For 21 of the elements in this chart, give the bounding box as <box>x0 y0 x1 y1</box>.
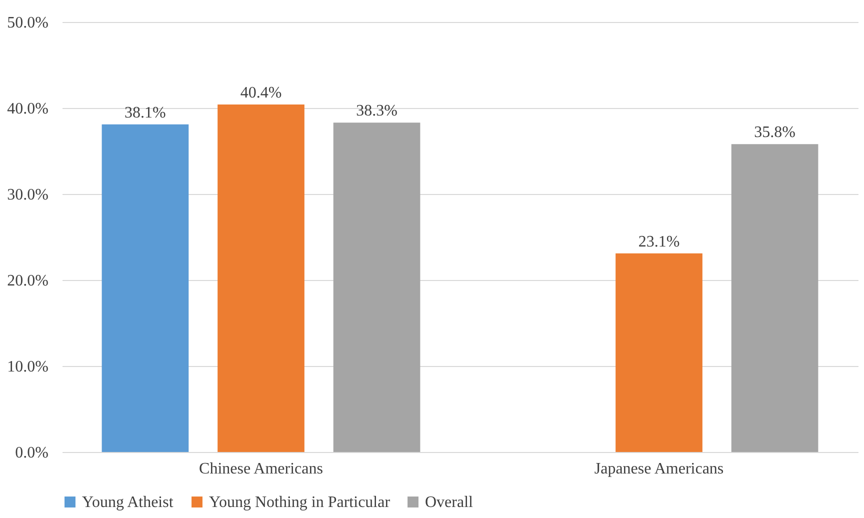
x-tick-label: Chinese Americans <box>199 460 323 478</box>
data-label: 40.4% <box>240 84 282 102</box>
y-tick-label: 30.0% <box>7 186 48 204</box>
data-label: 23.1% <box>638 233 680 250</box>
bar <box>616 253 702 452</box>
legend-label: Young Atheist <box>82 494 174 511</box>
legend-label: Young Nothing in Particular <box>209 494 391 511</box>
y-tick-label: 40.0% <box>7 100 48 118</box>
bar <box>333 122 420 452</box>
legend-label: Overall <box>425 494 474 511</box>
bar <box>218 104 304 452</box>
bar <box>731 144 818 452</box>
data-label: 38.1% <box>124 104 166 122</box>
y-tick-label: 0.0% <box>15 444 48 462</box>
bar <box>102 124 189 452</box>
data-label: 35.8% <box>754 124 796 142</box>
y-tick-label: 10.0% <box>7 358 48 376</box>
x-tick-label: Japanese Americans <box>594 460 724 478</box>
y-tick-label: 50.0% <box>7 14 48 32</box>
y-tick-label: 20.0% <box>7 272 48 290</box>
data-label: 38.3% <box>356 102 398 120</box>
